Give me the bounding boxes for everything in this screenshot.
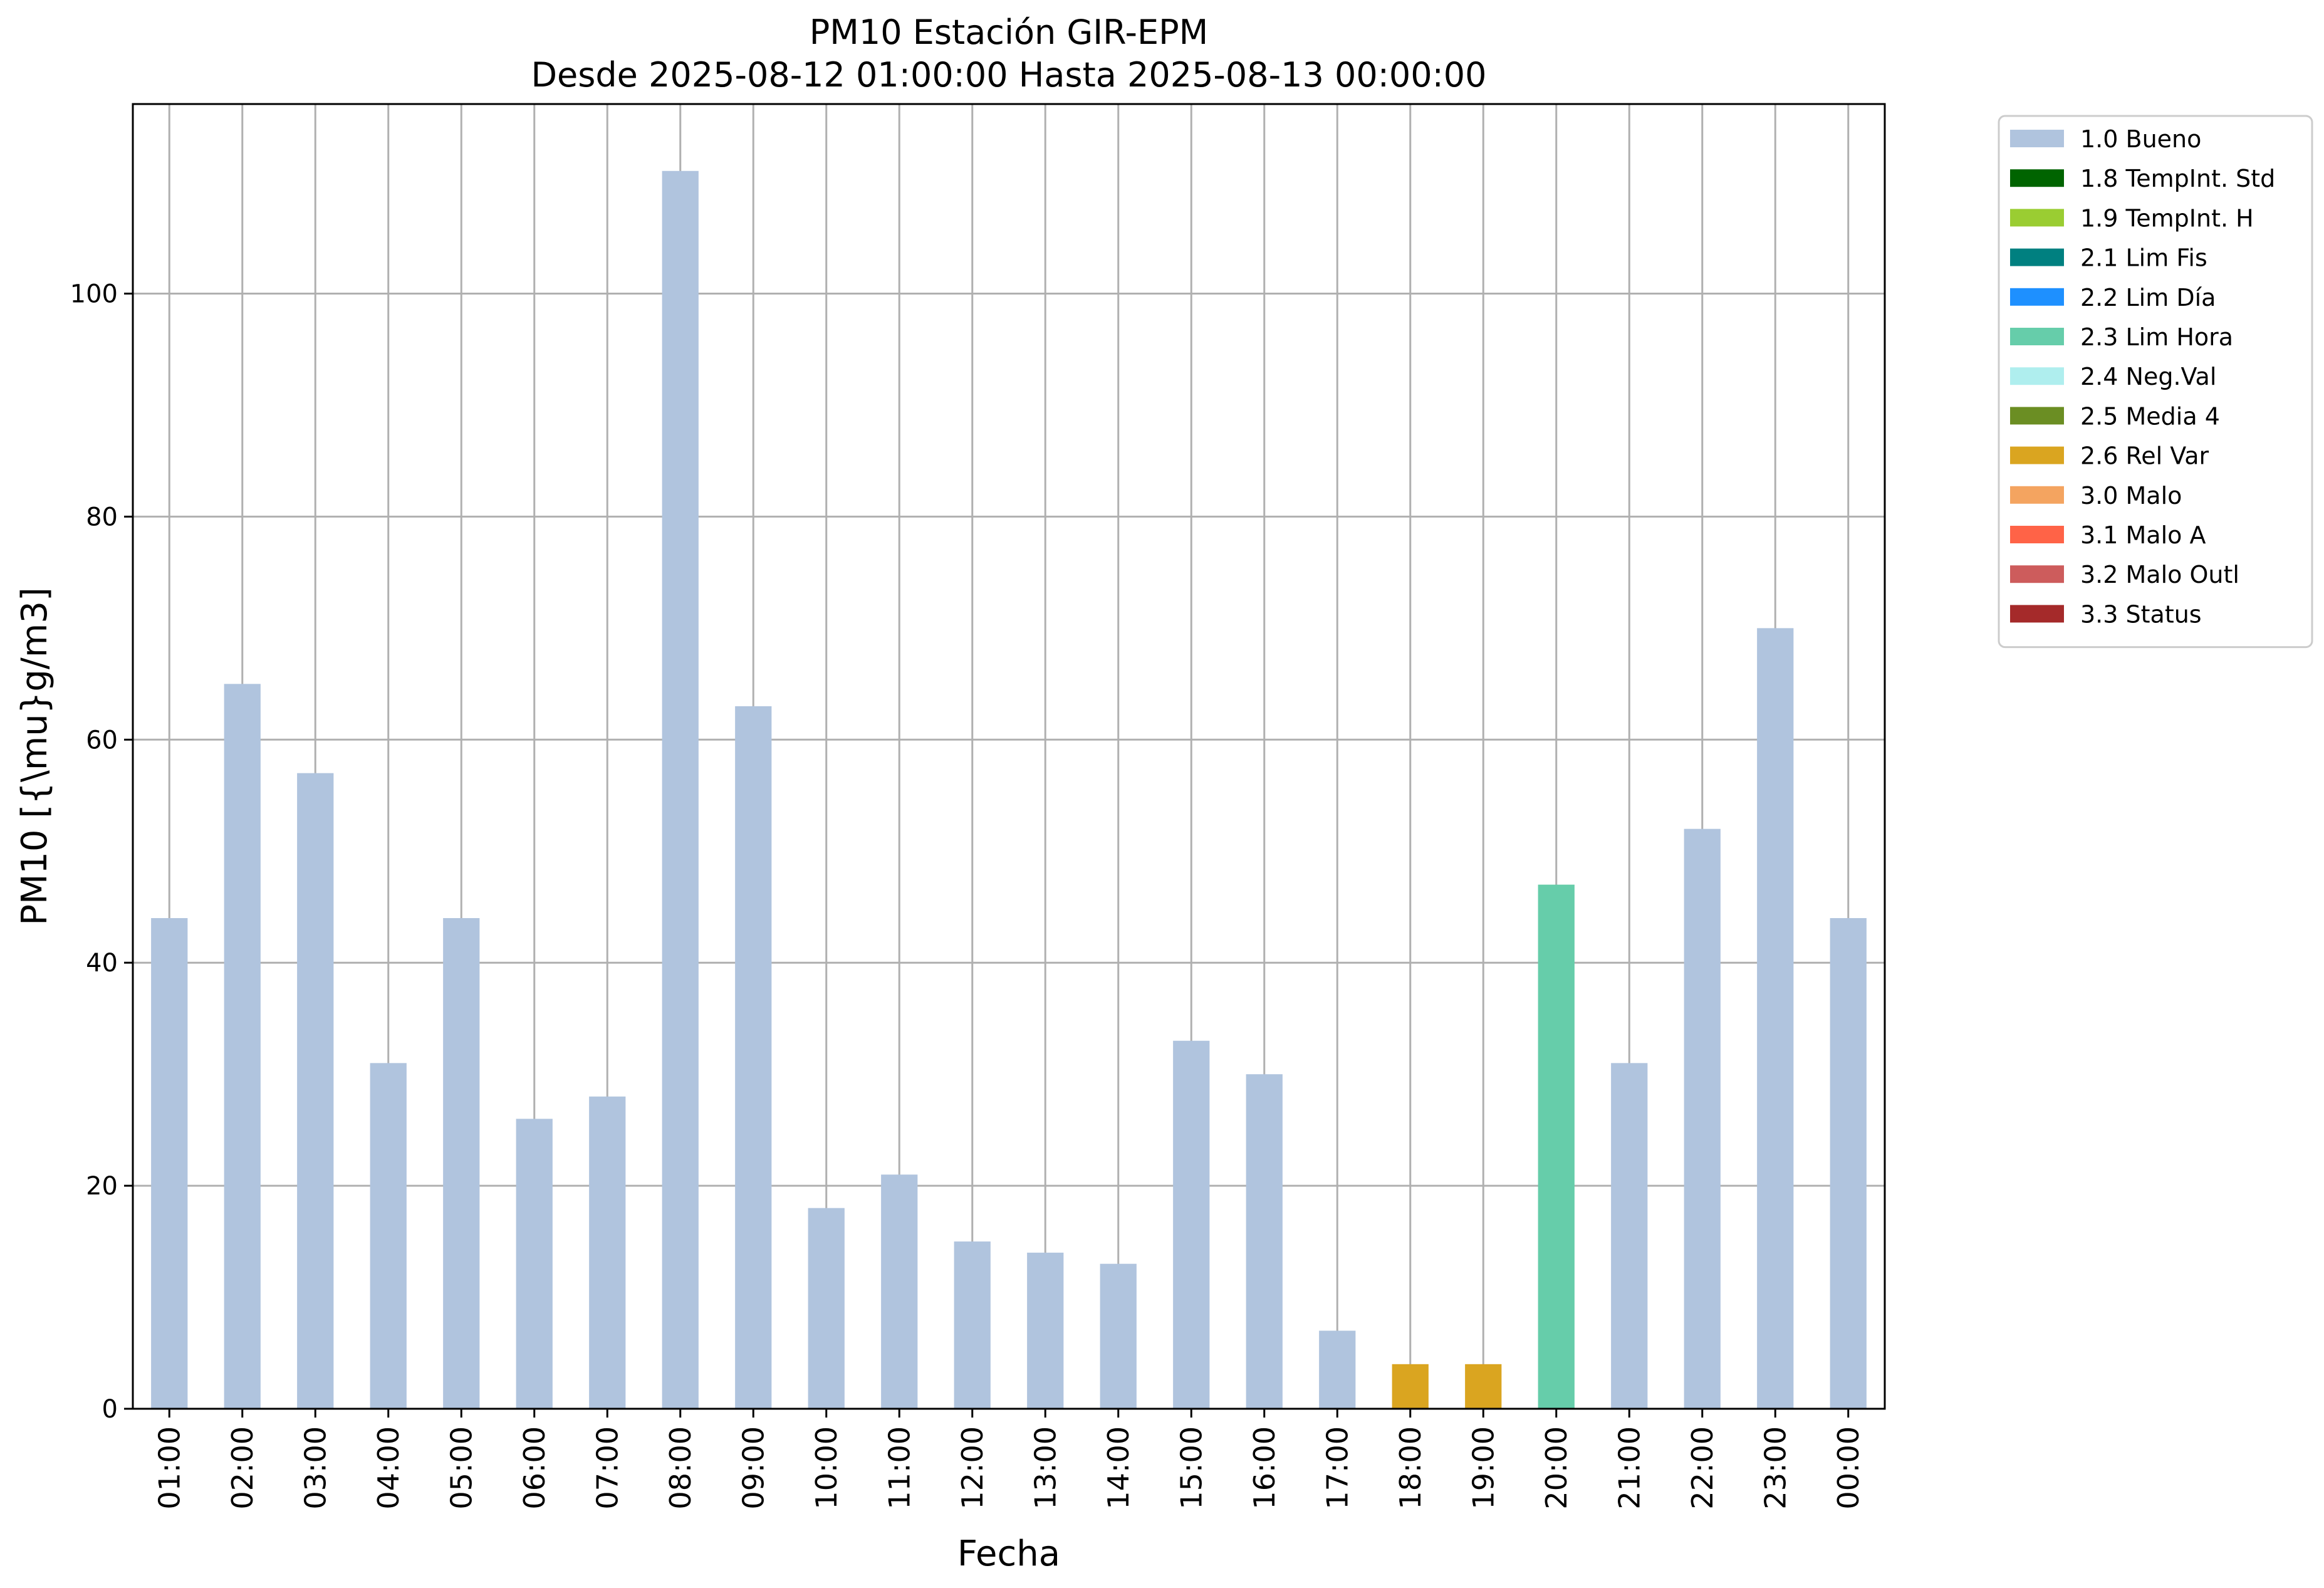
bar (370, 1063, 407, 1409)
x-tick-label: 00:00 (1832, 1426, 1865, 1510)
bar (224, 684, 261, 1409)
x-tick-label: 22:00 (1686, 1426, 1719, 1510)
bar (1465, 1364, 1502, 1409)
legend-label: 3.3 Status (2080, 600, 2202, 628)
plot-frame (132, 103, 1886, 1410)
legend-swatch (2010, 446, 2064, 464)
legend-label: 1.0 Bueno (2080, 125, 2201, 153)
bar (1684, 828, 1721, 1409)
bar (954, 1241, 991, 1409)
legend-box (1998, 115, 2313, 649)
legend-swatch (2010, 248, 2064, 266)
legend-swatch (2010, 486, 2064, 504)
bar (1100, 1263, 1137, 1409)
legend-swatch (2010, 328, 2064, 345)
legend-swatch (2010, 407, 2064, 425)
legend-label: 1.8 TempInt. Std (2080, 165, 2275, 192)
x-tick-label: 06:00 (518, 1426, 551, 1510)
legend-label: 3.1 Malo A (2080, 521, 2206, 549)
legend-label: 2.4 Neg.Val (2080, 363, 2216, 390)
x-tick-label: 17:00 (1320, 1426, 1354, 1510)
legend-label: 2.6 Rel Var (2080, 442, 2209, 470)
y-tick-label: 20 (86, 1172, 118, 1201)
bar (1757, 628, 1794, 1409)
legend-swatch (2010, 169, 2064, 187)
bar (735, 706, 772, 1409)
x-tick-label: 14:00 (1102, 1426, 1135, 1510)
x-tick-label: 23:00 (1758, 1426, 1792, 1510)
y-axis: 0 20 40 60 80 100 (70, 280, 133, 1424)
x-tick-label: 19:00 (1466, 1426, 1500, 1510)
bar (1173, 1040, 1210, 1409)
y-tick-label: 60 (86, 726, 118, 755)
bar (297, 773, 334, 1409)
y-tick-label: 100 (70, 280, 118, 309)
bar (808, 1208, 845, 1409)
y-tick-label: 80 (86, 503, 118, 531)
chart-title: PM10 Estación GIR-EPM (810, 13, 1209, 52)
y-tick-label: 0 (102, 1395, 118, 1424)
legend-label: 2.1 Lim Fis (2080, 244, 2207, 272)
x-tick-label: 02:00 (226, 1426, 259, 1510)
legend-swatch (2010, 288, 2064, 306)
x-axis-label: Fecha (957, 1533, 1060, 1574)
y-tick-label: 40 (86, 949, 118, 978)
x-tick-label: 01:00 (152, 1426, 186, 1510)
x-tick-label: 07:00 (590, 1426, 624, 1510)
bar (1538, 884, 1575, 1409)
chart-subtitle: Desde 2025-08-12 01:00:00 Hasta 2025-08-… (531, 55, 1486, 95)
bar (1611, 1063, 1648, 1409)
legend: 1.0 Bueno 1.8 TempInt. Std 1.9 TempInt. H 2… (1998, 115, 2313, 649)
x-tick-label: 12:00 (956, 1426, 989, 1510)
x-tick-label: 15:00 (1174, 1426, 1208, 1510)
y-axis-label: PM10 [{\mu}g/m3] (14, 587, 55, 926)
legend-label: 3.0 Malo (2080, 482, 2182, 509)
x-tick-label: 21:00 (1612, 1426, 1646, 1510)
legend-swatch (2010, 367, 2064, 385)
legend-swatch (2010, 526, 2064, 543)
bar (516, 1119, 553, 1409)
legend-label: 1.9 TempInt. H (2080, 204, 2254, 232)
legend-label: 2.2 Lim Día (2080, 284, 2216, 311)
bar (662, 170, 699, 1409)
bar (443, 918, 480, 1409)
legend-swatch (2010, 565, 2064, 583)
bar (1027, 1252, 1064, 1409)
x-tick-label: 08:00 (664, 1426, 697, 1510)
bar (1392, 1364, 1429, 1409)
legend-label: 2.3 Lim Hora (2080, 323, 2233, 351)
legend-swatch (2010, 130, 2064, 147)
legend-swatch (2010, 605, 2064, 623)
bar (1830, 918, 1867, 1409)
bar (151, 918, 188, 1409)
legend-swatch (2010, 209, 2064, 227)
bar (881, 1174, 918, 1409)
x-tick-label: 05:00 (444, 1426, 478, 1510)
x-tick-label: 18:00 (1394, 1426, 1427, 1510)
legend-label: 2.5 Media 4 (2080, 402, 2220, 430)
x-tick-label: 03:00 (298, 1426, 332, 1510)
bar (1319, 1330, 1356, 1409)
x-axis: 01:00 02:00 03:00 04:00 05:00 06:00 07:00 08:00… (152, 1409, 1865, 1510)
x-tick-label: 04:00 (372, 1426, 405, 1510)
bar (1246, 1074, 1283, 1409)
bar (589, 1096, 626, 1409)
bars (151, 170, 1867, 1409)
x-tick-label: 20:00 (1540, 1426, 1573, 1510)
x-tick-label: 10:00 (810, 1426, 843, 1510)
x-tick-label: 13:00 (1028, 1426, 1062, 1510)
x-tick-label: 09:00 (736, 1426, 770, 1510)
legend-label: 3.2 Malo Outl (2080, 561, 2239, 588)
x-tick-label: 16:00 (1248, 1426, 1281, 1510)
x-tick-label: 11:00 (882, 1426, 916, 1510)
